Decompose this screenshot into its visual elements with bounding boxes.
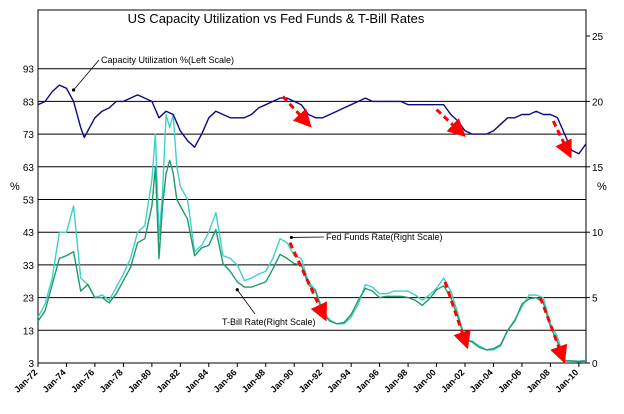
x-tick-label: Jan-84 [183,367,210,394]
grid [37,9,587,364]
x-tick-label: Jan-08 [525,367,552,394]
x-tick-label: Jan-78 [98,367,125,394]
trend-arrow [281,95,312,128]
left-tick-label: 3 [28,359,34,370]
x-tick-label: Jan-92 [297,367,324,394]
series-line-capacity [37,84,587,155]
x-tick-label: Jan-82 [155,367,182,394]
x-tick-label: Jan-90 [268,367,295,394]
trend-arrow [288,242,328,322]
annotation-fedfunds: Fed Funds Rate(Right Scale) [326,232,443,242]
pointer-capacity-dot [71,88,76,92]
right-tick-label: 10 [592,228,604,239]
right-tick-label: 15 [592,163,604,174]
left-tick-label: 63 [23,163,35,174]
right-axis-ticks: 0 5 10 15 20 25 [586,32,604,370]
left-tick-label: 33 [23,261,35,272]
left-tick-label: 13 [23,326,35,337]
x-tick-label: Jan-06 [496,367,523,394]
series-line-tbill [37,159,587,363]
right-tick-label: 5 [592,294,598,305]
x-tick-label: Jan-80 [126,367,153,394]
pointer-tbill [236,289,256,315]
left-axis-ticks: 3 13 23 33 43 53 63 73 83 93 [23,65,35,370]
x-tick-label: Jan-00 [411,367,438,394]
right-tick-label: 20 [592,97,604,108]
x-tick-label: Jan-96 [354,367,381,394]
trend-arrow [443,281,471,350]
right-tick-label: 0 [592,359,598,370]
x-tick-label: Jan-88 [240,367,267,394]
left-tick-label: 73 [23,130,35,141]
left-tick-label: 23 [23,294,35,305]
x-tick-label: Jan-74 [41,367,68,394]
left-tick-label: 83 [23,97,35,108]
trend-arrow [435,108,466,137]
x-tick-label: Jan-86 [211,367,238,394]
x-tick-label: Jan-98 [382,367,409,394]
pointer-tbill-dot [235,288,239,292]
annotation-tbill: T-Bill Rate(Right Scale) [222,317,316,327]
x-tick-label: Jan-94 [325,367,352,394]
annotation-capacity: Capacity Utilization %(Left Scale) [101,55,234,65]
chart-title: US Capacity Utilization vs Fed Funds & T… [128,11,425,26]
right-tick-label: 25 [592,32,604,43]
annotations: Capacity Utilization %(Left Scale) Fed F… [71,55,443,327]
pointer-fedfunds-dot [289,235,293,240]
right-axis-label: % [597,181,607,193]
x-tick-label: Jan-04 [468,367,495,394]
x-axis-ticks: Jan-72 Jan-74 Jan-76 Jan-78 Jan-80 Jan-82 Jan-… [12,363,580,395]
left-tick-label: 93 [23,65,35,76]
trend-arrow [551,120,572,159]
trend-arrow [539,297,568,364]
trend-arrows [281,95,572,364]
left-tick-label: 43 [23,228,35,239]
pointer-capacity [73,59,100,91]
x-tick-label: Jan-72 [12,367,39,394]
x-tick-label: Jan-76 [69,367,96,394]
x-tick-label: Jan-10 [553,367,580,394]
left-axis-label: % [10,181,20,193]
left-tick-label: 53 [23,196,35,207]
x-tick-label: Jan-02 [439,367,466,394]
